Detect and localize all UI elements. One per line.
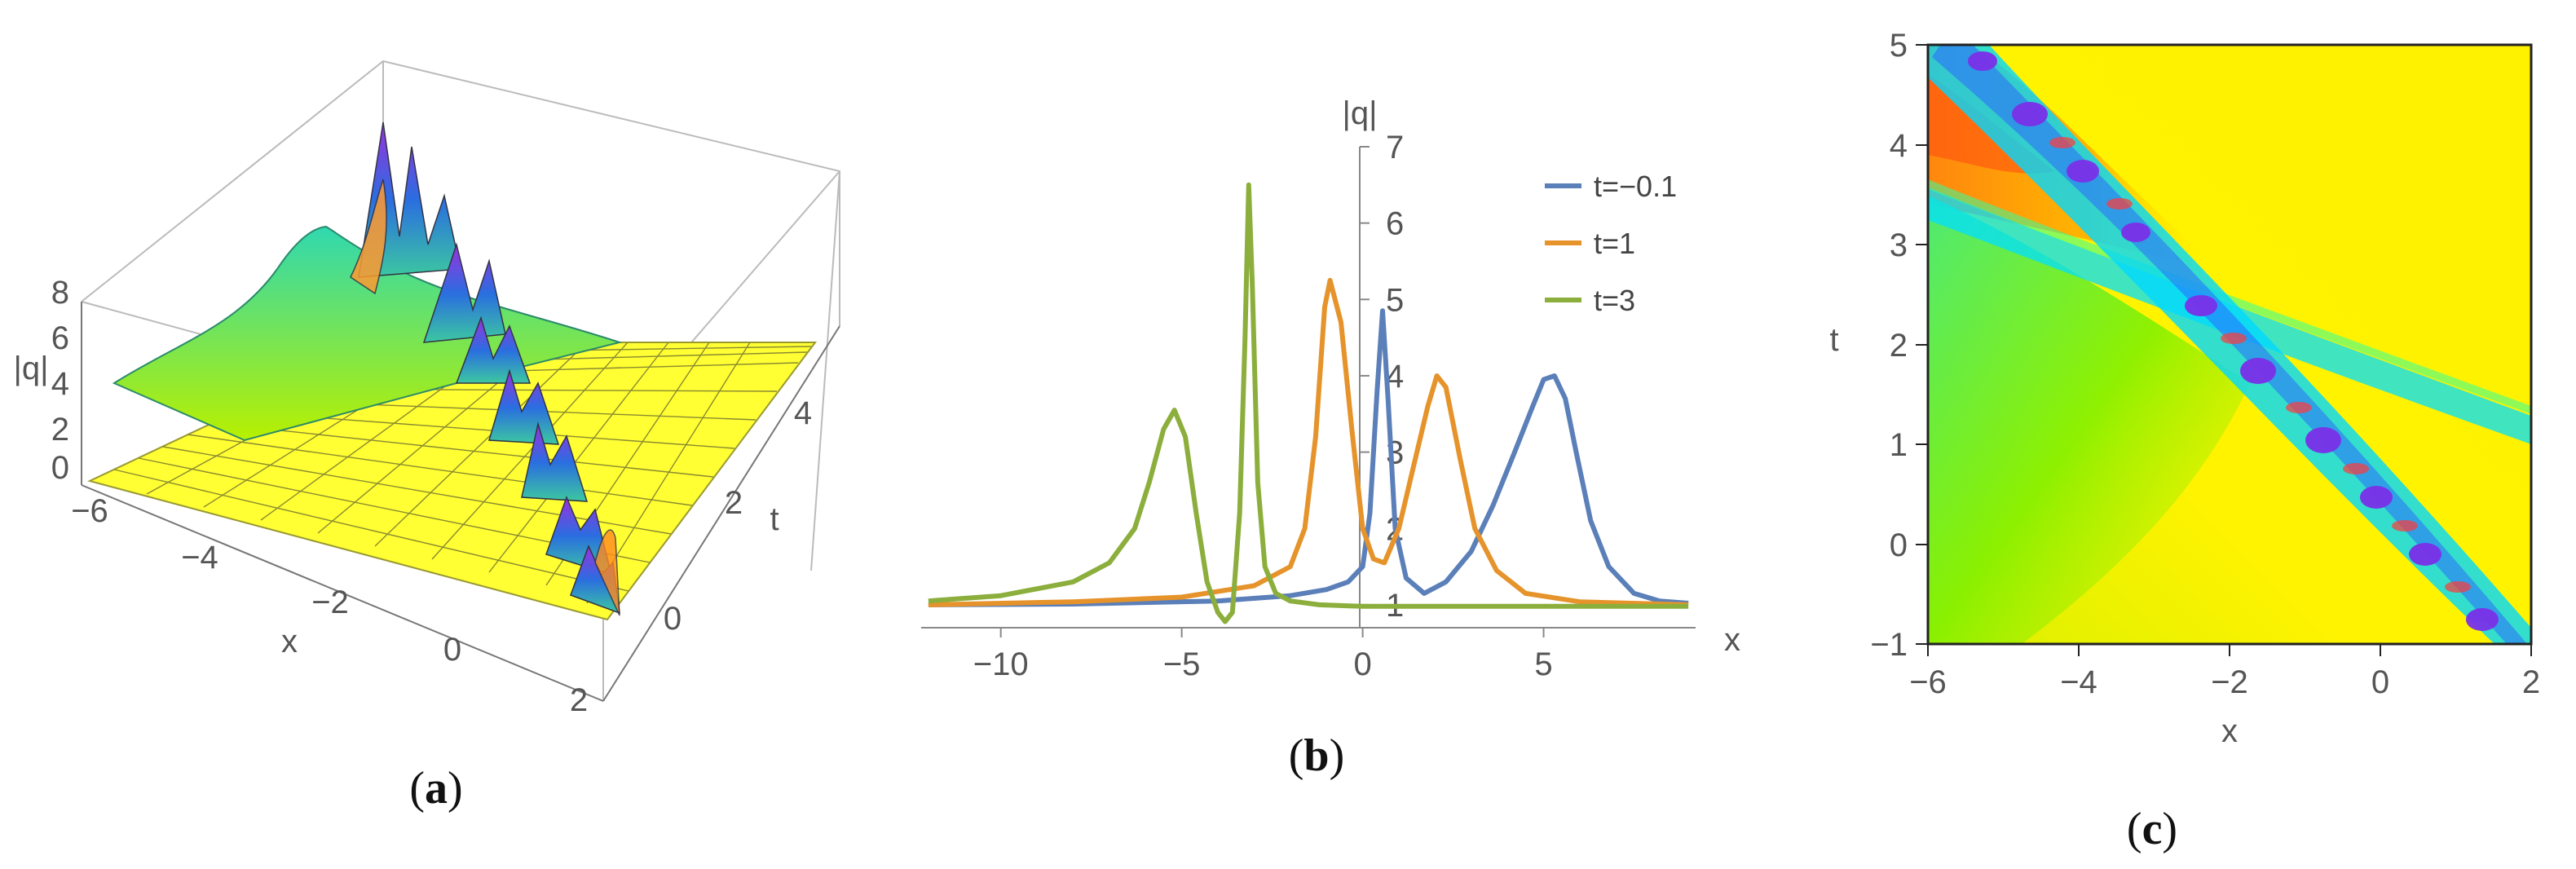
y-tick: 2 [1890,328,1908,364]
x-tick: −4 [2060,664,2097,700]
z-axis-label: |q| [13,351,48,386]
x-tick: 0 [1353,646,1371,682]
legend: t=−0.1 t=1 t=3 [1545,170,1677,317]
y-tick: 0 [1890,527,1908,563]
t-tick: 4 [794,395,812,431]
y-axis-tick-labels: −1 0 1 2 3 4 5 [1870,28,1908,663]
legend-label: t=1 [1594,227,1635,260]
t-axis-ticks: 0 2 4 [664,395,812,637]
x-tick: −10 [973,646,1029,682]
series-line-1 [928,277,1689,607]
x-tick: −2 [2211,664,2248,700]
z-axis-ticks: 0 2 4 6 8 [51,275,69,486]
y-tick: 4 [1890,128,1908,164]
caption-c: (c) [2127,804,2177,854]
caption-a: (a) [409,763,462,814]
x-tick: 2 [570,682,588,718]
x-axis-label: x [1724,622,1740,658]
series-lines [928,182,1689,624]
surface-peaks [350,121,620,616]
legend-label: t=3 [1594,284,1635,317]
y-tick: 1 [1890,427,1908,463]
x-axis-ticks: −6 −4 −2 0 2 [71,493,588,718]
z-tick: 4 [51,366,69,402]
x-tick: −2 [311,584,349,620]
x-axis-label: x [281,624,298,659]
t-tick: 0 [664,601,681,637]
x-axis-ticks: −10 −5 0 5 [973,628,1553,682]
y-tick: 6 [1386,206,1404,242]
y-axis-ticks [1916,44,1928,645]
x-tick: 2 [2522,664,2540,700]
x-axis-tick-labels: −6 −4 −2 0 2 [1909,664,2540,700]
x-tick: −6 [1909,664,1947,700]
y-tick: 5 [1890,28,1908,64]
surface-green-ridge [112,225,623,442]
x-tick: 5 [1534,646,1552,682]
y-axis-label: |q| [1342,95,1377,131]
z-tick: 6 [51,320,69,356]
x-tick: −6 [71,493,108,529]
x-axis-label: x [2221,713,2238,749]
z-tick: 0 [51,450,69,486]
x-axis-line [81,484,604,702]
x-axis-ticks [1927,644,2532,656]
y-tick: 5 [1386,282,1404,318]
panel-c-heatmap: −6 −4 −2 0 2 −1 0 1 2 3 4 5 x t (c) [1829,28,2540,854]
y-tick: 4 [1386,359,1404,395]
z-tick: 8 [51,275,69,311]
y-tick: 7 [1386,130,1404,165]
panel-a-surface-plot: 0 2 4 6 8 |q| −6 −4 −2 0 2 x 0 2 4 t (a) [13,60,841,814]
z-tick: 2 [51,412,69,448]
x-tick: 0 [443,632,461,668]
x-tick: −4 [181,540,218,576]
series-line-2 [928,182,1689,624]
heatmap-field [1928,45,2531,644]
t-tick: 2 [725,485,743,521]
y-axis-label: t [1829,322,1838,358]
legend-label: t=−0.1 [1594,170,1677,203]
y-tick: 3 [1890,227,1908,263]
caption-b: (b) [1289,730,1344,781]
t-axis-line [602,325,840,702]
x-tick: −5 [1163,646,1201,682]
series-line-0 [928,308,1689,607]
y-tick: −1 [1870,627,1908,663]
box-edge [81,60,841,571]
t-axis-label: t [770,501,779,537]
x-tick: 0 [2371,664,2389,700]
